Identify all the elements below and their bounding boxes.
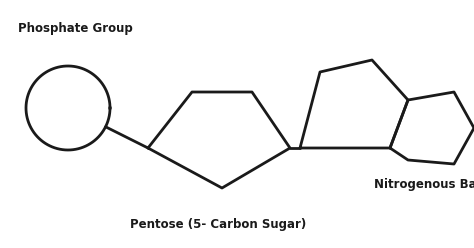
Text: Phosphate Group: Phosphate Group [18,22,133,35]
Text: Nitrogenous Base: Nitrogenous Base [374,178,474,191]
Text: Pentose (5- Carbon Sugar): Pentose (5- Carbon Sugar) [130,218,306,231]
